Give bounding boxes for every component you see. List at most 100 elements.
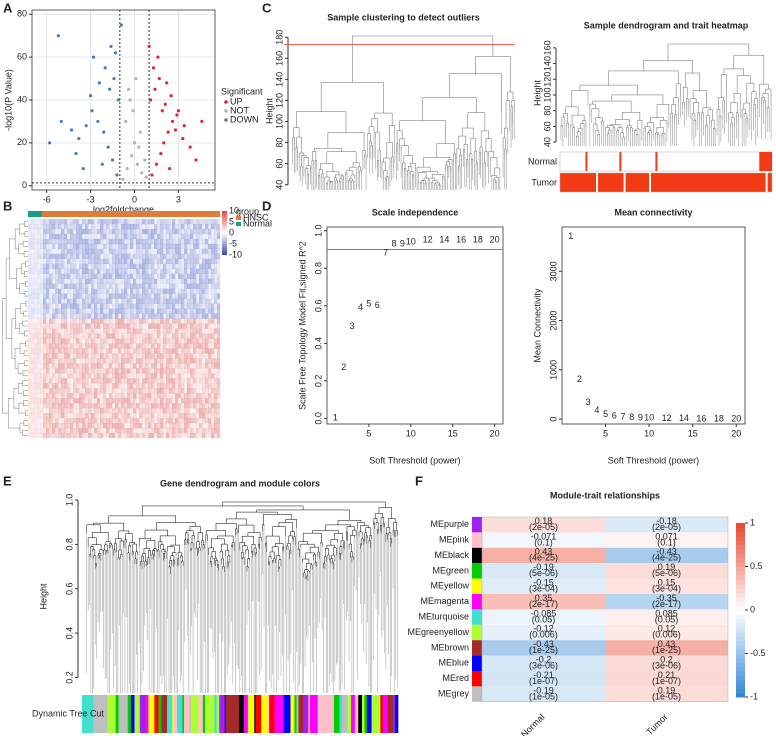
cell-value: 0.43 [658,639,676,649]
heatmap-cell [211,273,215,279]
heatmap-cell [181,308,185,314]
heatmap-cell [28,378,32,384]
heatmap-cell [169,263,173,269]
heatmap-cell [55,268,59,274]
heatmap-cell [109,313,113,319]
cell [482,594,605,610]
heatmap-cell [76,378,80,384]
point [128,98,132,102]
heatmap-cell [157,308,161,314]
colorbar-step [736,575,745,581]
heatmap-cell [181,243,185,250]
heatmap-cell [67,293,71,299]
heatmap-cell [127,368,131,374]
heatmap-cell [136,348,140,354]
heatmap-cell [37,338,41,344]
colorbar-step [736,662,745,668]
heatmap-cell [109,223,113,230]
heatmap-cell [136,303,140,309]
point [173,128,178,132]
heatmap-cell [85,413,89,419]
heatmap-cell [61,263,65,269]
heatmap-cell [193,363,197,369]
heatmap-cell [139,303,143,309]
heatmap-cell [157,353,161,359]
heatmap-cell [175,298,179,304]
cell [605,624,728,641]
heatmap-cell [73,219,77,225]
heatmap-cell [40,263,44,269]
heatmap-cell [67,223,71,230]
heatmap-cell [148,288,152,294]
heatmap-cell [175,358,179,364]
heatmap-cell [178,228,182,235]
y-tick-label: 3000 [548,261,558,281]
heatmap-cell [109,398,113,404]
heatmap-cell [184,238,188,245]
heatmap-cell [103,383,107,389]
heatmap-cell [103,283,107,289]
heatmap-cell [196,233,200,240]
module-strip [342,695,348,733]
heatmap-cell [196,328,200,334]
module-strip [315,695,319,733]
colorbar-step [736,531,745,537]
module-strip [309,695,317,733]
heatmap-cell [109,238,113,245]
module-strip [296,695,299,733]
module-strip [394,695,399,733]
heatmap-cell [196,303,200,309]
heatmap-cell [133,398,137,404]
heatmap-cell [142,428,146,434]
x-axis-label: log2foldchange [93,204,154,214]
heatmap-cell [202,338,206,344]
point [162,141,166,145]
heatmap-cell [181,363,185,369]
heatmap-cell [70,388,74,394]
heatmap-cell [49,363,53,369]
heatmap-cell [157,278,161,284]
heatmap-cell [196,273,200,279]
heatmap-cell [190,358,194,364]
heatmap-cell [70,303,74,309]
heatmap-cell [40,258,44,264]
heatmap-cell [133,368,137,374]
heatmap-cell [31,353,35,359]
trait-label: Normal [519,712,547,736]
heatmap-cell [154,263,158,269]
heatmap-cell [217,373,221,379]
heatmap-cell [160,243,164,250]
heatmap-cell [97,258,101,264]
heatmap-cell [154,243,158,250]
heatmap-cell [208,373,212,379]
heatmap-cell [175,293,179,299]
heatmap-cell [40,398,44,404]
module-label: MEturquoise [418,611,469,621]
heatmap-cell [79,288,83,294]
heatmap-cell [139,373,143,379]
heatmap-cell [178,243,182,250]
heatmap-cell [76,433,80,439]
heatmap-cell [106,378,110,384]
heatmap-cell [163,228,167,235]
heatmap-cell [199,228,203,235]
heatmap-cell [133,228,137,235]
heatmap-cell [160,368,164,374]
heatmap-cell [88,323,92,329]
heatmap-cell [163,298,167,304]
heatmap-cell [160,278,164,284]
heatmap-cell [103,268,107,274]
heatmap-cell [46,298,50,304]
heatmap-cell [61,373,65,379]
heatmap-cell [61,428,65,434]
heatmap-cell [151,353,155,359]
heatmap-cell [109,293,113,299]
heatmap-cell [211,238,215,245]
heatmap-cell [181,253,185,260]
cell-pvalue: (5e-06) [529,568,558,578]
heatmap-cell [85,333,89,339]
heatmap-cell [139,338,143,344]
heatmap-cell [145,258,149,264]
heatmap-cell [124,343,128,349]
heatmap-cell [91,423,95,429]
